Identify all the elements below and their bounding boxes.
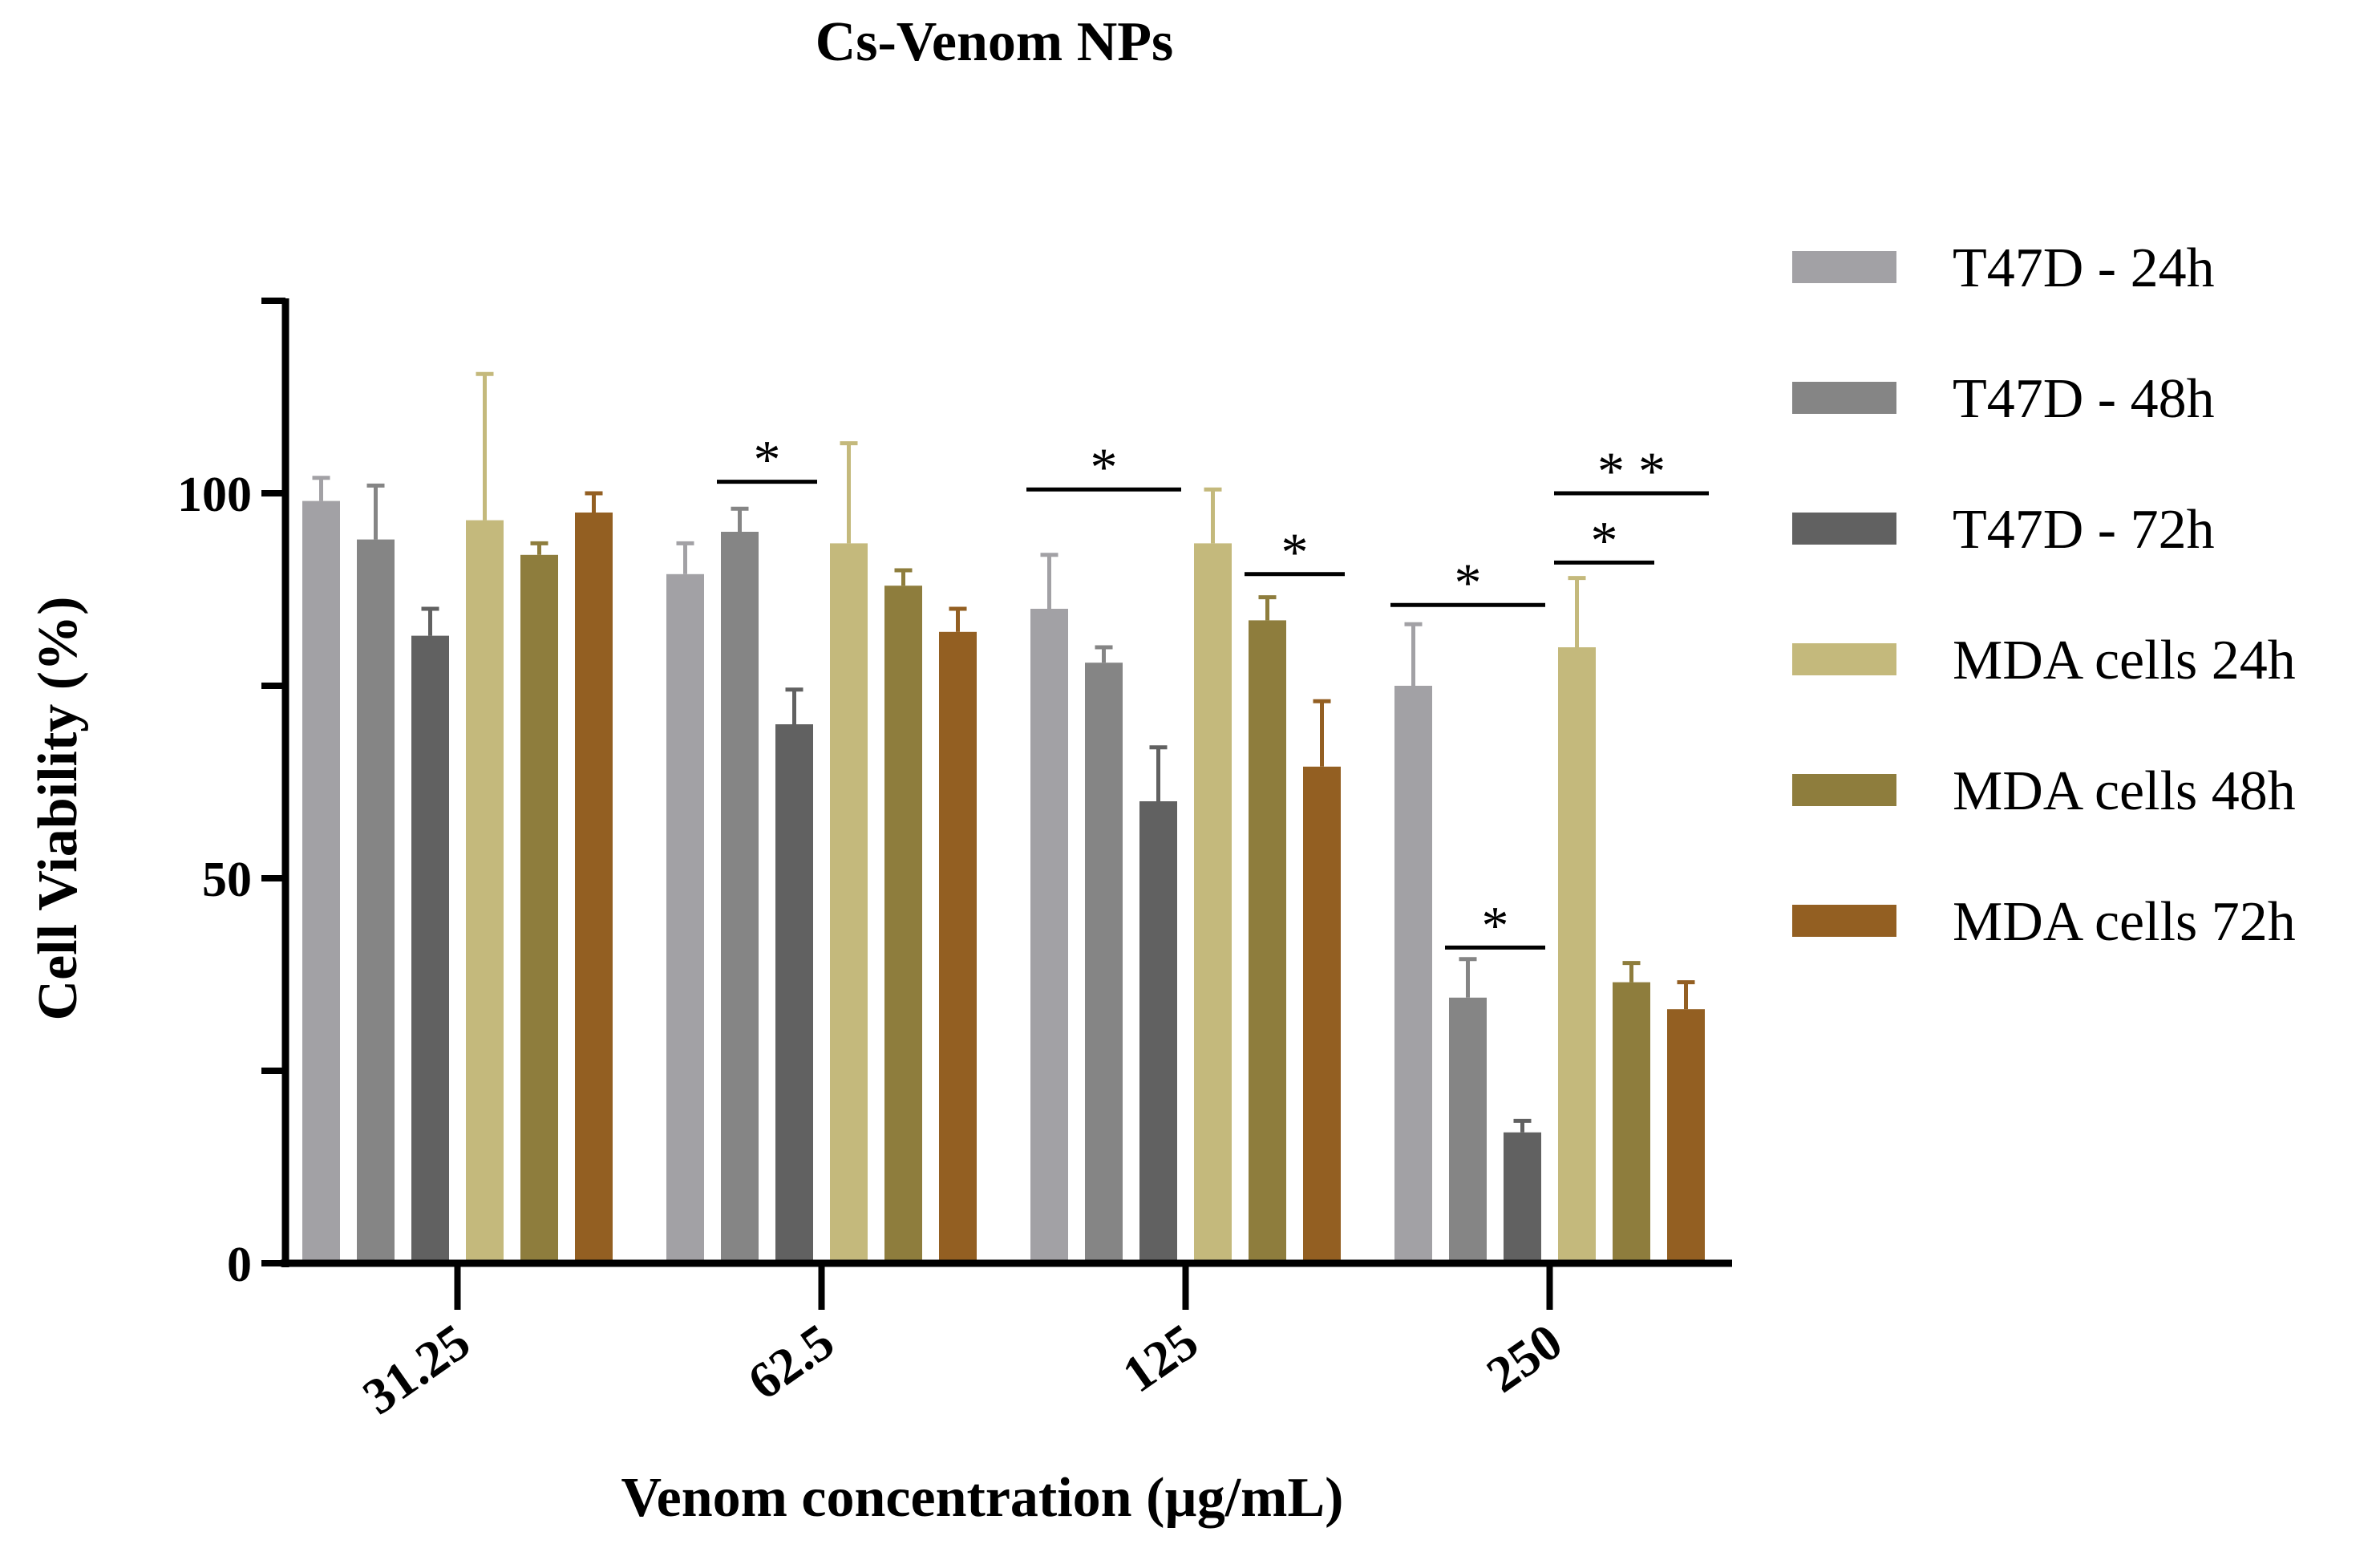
significance-marker: * <box>1482 894 1509 955</box>
significance-marker: * <box>1455 552 1482 613</box>
bar <box>884 586 922 1263</box>
bar <box>1249 620 1286 1263</box>
legend-swatch <box>1792 643 1896 675</box>
significance-marker: * <box>1281 521 1309 582</box>
bar <box>411 635 449 1263</box>
bar <box>1449 997 1487 1263</box>
bar <box>575 513 613 1263</box>
bar <box>1394 686 1432 1263</box>
bar <box>1194 543 1232 1263</box>
legend-swatch <box>1792 513 1896 545</box>
bar <box>1139 801 1177 1263</box>
x-tick-label: 250 <box>1476 1312 1572 1403</box>
bar <box>1558 647 1596 1263</box>
bar <box>721 532 759 1263</box>
y-tick-label: 0 <box>227 1238 252 1292</box>
legend-swatch <box>1792 905 1896 937</box>
y-axis-label: Cell Viability (%) <box>27 597 89 1021</box>
chart-title: Cs-Venom NPs <box>816 11 1174 73</box>
legend-swatch <box>1792 774 1896 806</box>
legend-label: T47D - 48h <box>1953 368 2215 430</box>
x-tick-label: 62.5 <box>738 1312 844 1410</box>
bar <box>357 539 395 1263</box>
bar <box>466 520 504 1263</box>
legend-label: MDA cells 24h <box>1953 630 2296 691</box>
significance-marker: * <box>1591 509 1618 570</box>
legend-label: T47D - 72h <box>1953 499 2215 561</box>
x-axis-label: Venom concentration (µg/mL) <box>621 1467 1344 1529</box>
bar <box>1613 982 1650 1263</box>
legend-swatch <box>1792 251 1896 283</box>
legend-label: T47D - 24h <box>1953 237 2215 299</box>
legend-swatch <box>1792 382 1896 414</box>
bar <box>939 631 977 1263</box>
bar <box>1303 766 1341 1263</box>
bar <box>520 554 558 1263</box>
bar <box>1504 1132 1541 1263</box>
significance-marker: * * <box>1597 440 1666 501</box>
bar <box>1667 1009 1705 1263</box>
significance-marker: * <box>754 429 781 490</box>
y-tick-label: 50 <box>202 853 252 907</box>
bar <box>1030 609 1068 1263</box>
bar <box>666 573 704 1263</box>
bar <box>830 543 868 1263</box>
x-tick-label: 125 <box>1112 1312 1208 1403</box>
legend: T47D - 24h T47D - 48h T47D - 72h MDA cells … <box>1792 237 2296 953</box>
bar <box>1085 663 1123 1263</box>
x-tick-label: 31.25 <box>353 1312 480 1425</box>
bar <box>775 724 813 1263</box>
plot-area: 0 50 100 31.25 62.5 125 250 * * * * * * * * <box>177 298 1732 1425</box>
bar <box>302 500 340 1263</box>
legend-label: MDA cells 48h <box>1953 760 2296 822</box>
legend-label: MDA cells 72h <box>1953 891 2296 953</box>
significance-marker: * <box>1091 436 1118 497</box>
y-tick-label: 100 <box>177 468 252 522</box>
